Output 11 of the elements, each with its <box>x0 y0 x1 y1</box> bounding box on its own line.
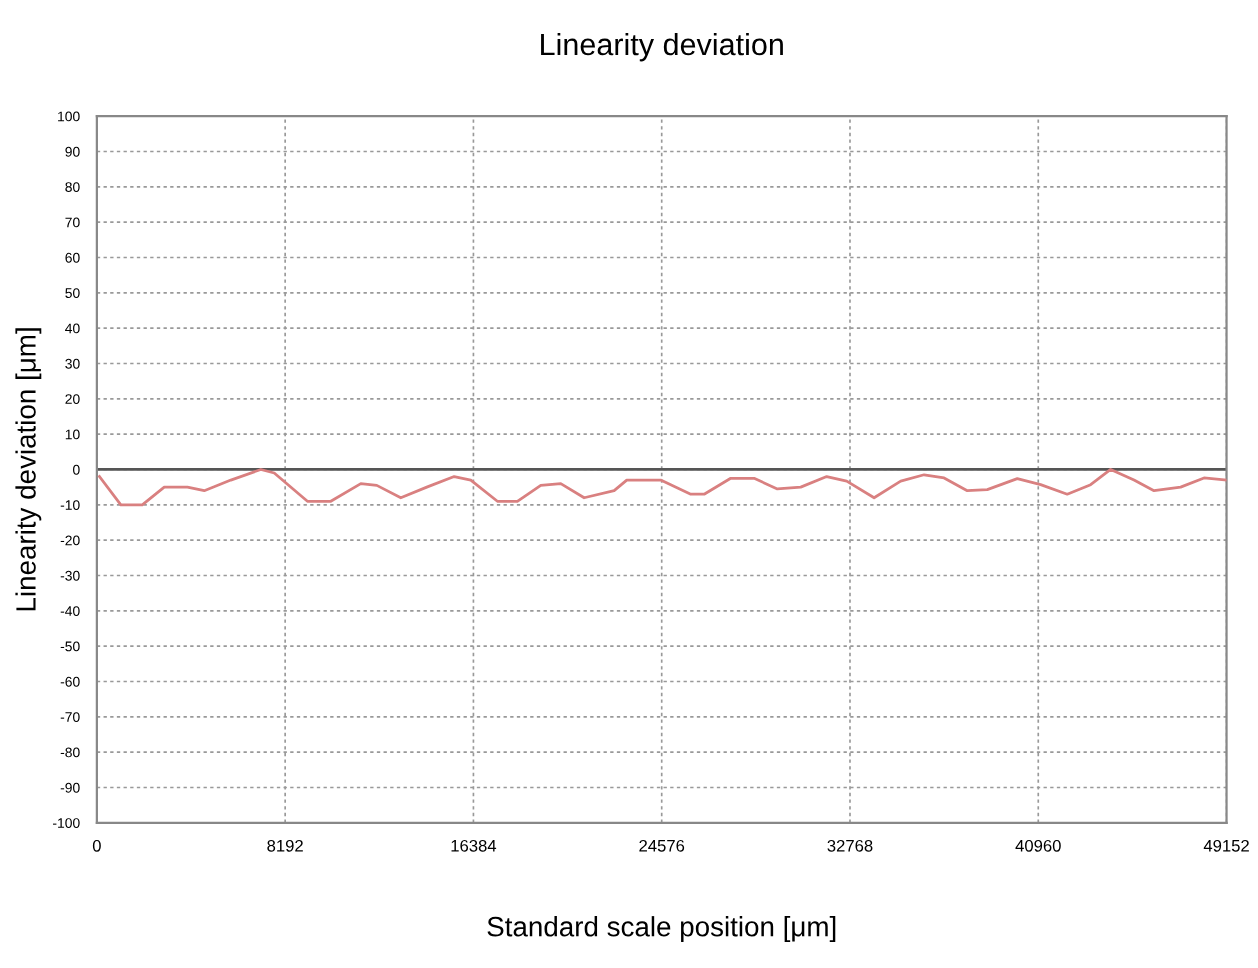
x-tick-label: 49152 <box>1203 839 1249 852</box>
line-series <box>98 468 1227 507</box>
y-axis-title: Linearity deviation [μm] <box>15 328 42 611</box>
x-tick-label: 40960 <box>1015 839 1061 852</box>
x-tick-label: 24576 <box>639 839 685 852</box>
x-tick-label: 32768 <box>827 839 873 852</box>
x-tick-label: 16384 <box>451 839 497 852</box>
x-axis-title: Standard scale position [μm] <box>487 916 836 943</box>
chart-title: Linearity deviation <box>541 32 783 62</box>
x-tick-label: 0 <box>92 839 101 852</box>
x-tick-label: 8192 <box>267 839 303 852</box>
